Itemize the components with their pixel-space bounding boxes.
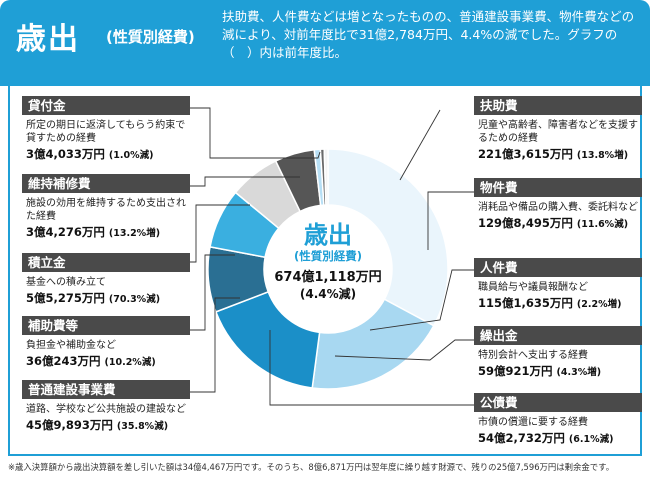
category-label: 公債費 xyxy=(474,393,642,412)
category-amount: 59億921万円 (4.3%増) xyxy=(478,364,602,378)
category-label: 貸付金 xyxy=(22,96,190,115)
category-desc: 所定の期日に返済してもらう約束で貸すための経費 xyxy=(26,120,186,144)
category-amount: 3億4,276万円 (13.2%増) xyxy=(26,225,161,239)
page-title: 歳出 xyxy=(16,22,80,57)
category-label: 維持補修費 xyxy=(22,174,190,193)
category-desc: 消耗品や備品の購入費、委託料など xyxy=(478,202,638,213)
category-box-jinkenhi: 人件費 職員給与や議員報酬など 115億1,635万円 (2.2%増) xyxy=(474,258,642,311)
category-label: 物件費 xyxy=(474,178,642,197)
category-amount: 3億4,033万円 (1.0%減) xyxy=(26,147,154,161)
category-label: 積立金 xyxy=(22,253,190,272)
leader-line-9 xyxy=(190,107,321,159)
category-box-bukkenhi: 物件費 消耗品や備品の購入費、委託料など 129億8,495万円 (11.6%減… xyxy=(474,178,642,231)
leader-line-8 xyxy=(190,176,300,187)
category-desc: 施設の効用を維持するため支出された経費 xyxy=(26,198,186,222)
category-desc: 道路、学校など公共施設の建設など xyxy=(26,404,186,415)
category-amount: 5億5,275万円 (70.3%減) xyxy=(26,291,161,305)
category-amount: 36億243万円 (10.2%減) xyxy=(26,354,156,368)
category-amount: 129億8,495万円 (11.6%減) xyxy=(478,216,629,230)
header-banner: 歳出 (性質別経費) 扶助費、人件費などは増となったものの、普通建設事業費、物件… xyxy=(0,0,650,86)
category-label: 扶助費 xyxy=(474,96,642,115)
category-amount: 221億3,615万円 (13.8%増) xyxy=(478,147,629,161)
pie-slice-0 xyxy=(327,148,449,327)
category-desc: 特別会計へ支出する経費 xyxy=(478,350,588,361)
category-desc: 児童や高齢者、障害者などを支援するための経費 xyxy=(478,120,638,144)
leader-line-7 xyxy=(190,204,250,263)
leader-line-6 xyxy=(190,254,235,331)
category-label: 普通建設事業費 xyxy=(22,380,190,399)
center-title: 歳出 xyxy=(304,221,352,249)
chart-center-label: 歳出 (性質別経費) 674億1,118万円 (4.4%減) xyxy=(268,222,388,302)
category-label: 補助費等 xyxy=(22,316,190,335)
category-desc: 基金への積み立て xyxy=(26,277,106,288)
category-box-tsumitatekin: 積立金 基金への積み立て 5億5,275万円 (70.3%減) xyxy=(22,253,190,306)
pie-slice-9 xyxy=(323,148,329,206)
category-box-futsukensetsu: 普通建設事業費 道路、学校など公共施設の建設など 45億9,893万円 (35.… xyxy=(22,380,190,433)
leader-line-4 xyxy=(269,330,476,406)
leader-line-2 xyxy=(369,269,476,331)
center-subtitle: (性質別経費) xyxy=(293,249,362,263)
category-box-kuridashikin: 繰出金 特別会計へ支出する経費 59億921万円 (4.3%増) xyxy=(474,326,642,379)
category-amount: 115億1,635万円 (2.2%増) xyxy=(478,296,622,310)
category-desc: 負担金や補助金など xyxy=(26,340,116,351)
category-box-hojohi: 補助費等 負担金や補助金など 36億243万円 (10.2%減) xyxy=(22,316,190,369)
leader-line-3 xyxy=(334,339,476,361)
category-label: 人件費 xyxy=(474,258,642,277)
category-amount: 54億2,732万円 (6.1%減) xyxy=(478,431,614,445)
category-desc: 市債の償還に要する経費 xyxy=(478,417,588,428)
leader-line-5 xyxy=(190,297,240,393)
category-box-fujohi: 扶助費 児童や高齢者、障害者などを支援するための経費 221億3,615万円 (… xyxy=(474,96,642,162)
center-total: 674億1,118万円 xyxy=(274,270,382,285)
category-box-kosaihi: 公債費 市債の償還に要する経費 54億2,732万円 (6.1%減) xyxy=(474,393,642,446)
category-box-ijihoshuhi: 維持補修費 施設の効用を維持するため支出された経費 3億4,276万円 (13.… xyxy=(22,174,190,240)
footnote: ※歳入決算額から歳出決算額を差し引いた額は34億4,467万円です。そのうち、8… xyxy=(8,462,615,472)
category-label: 繰出金 xyxy=(474,326,642,345)
category-desc: 職員給与や議員報酬など xyxy=(478,282,588,293)
header-description: 扶助費、人件費などは増となったものの、普通建設事業費、物件費などの減により、対前… xyxy=(222,9,635,60)
leader-line-1 xyxy=(427,191,476,250)
category-amount: 45億9,893万円 (35.8%減) xyxy=(26,418,169,432)
center-change: (4.4%減) xyxy=(299,287,357,301)
page-subtitle: (性質別経費) xyxy=(106,28,195,46)
leader-line-0 xyxy=(399,109,441,181)
category-box-kashitsukekin: 貸付金 所定の期日に返済してもらう約束で貸すための経費 3億4,033万円 (1… xyxy=(22,96,190,162)
